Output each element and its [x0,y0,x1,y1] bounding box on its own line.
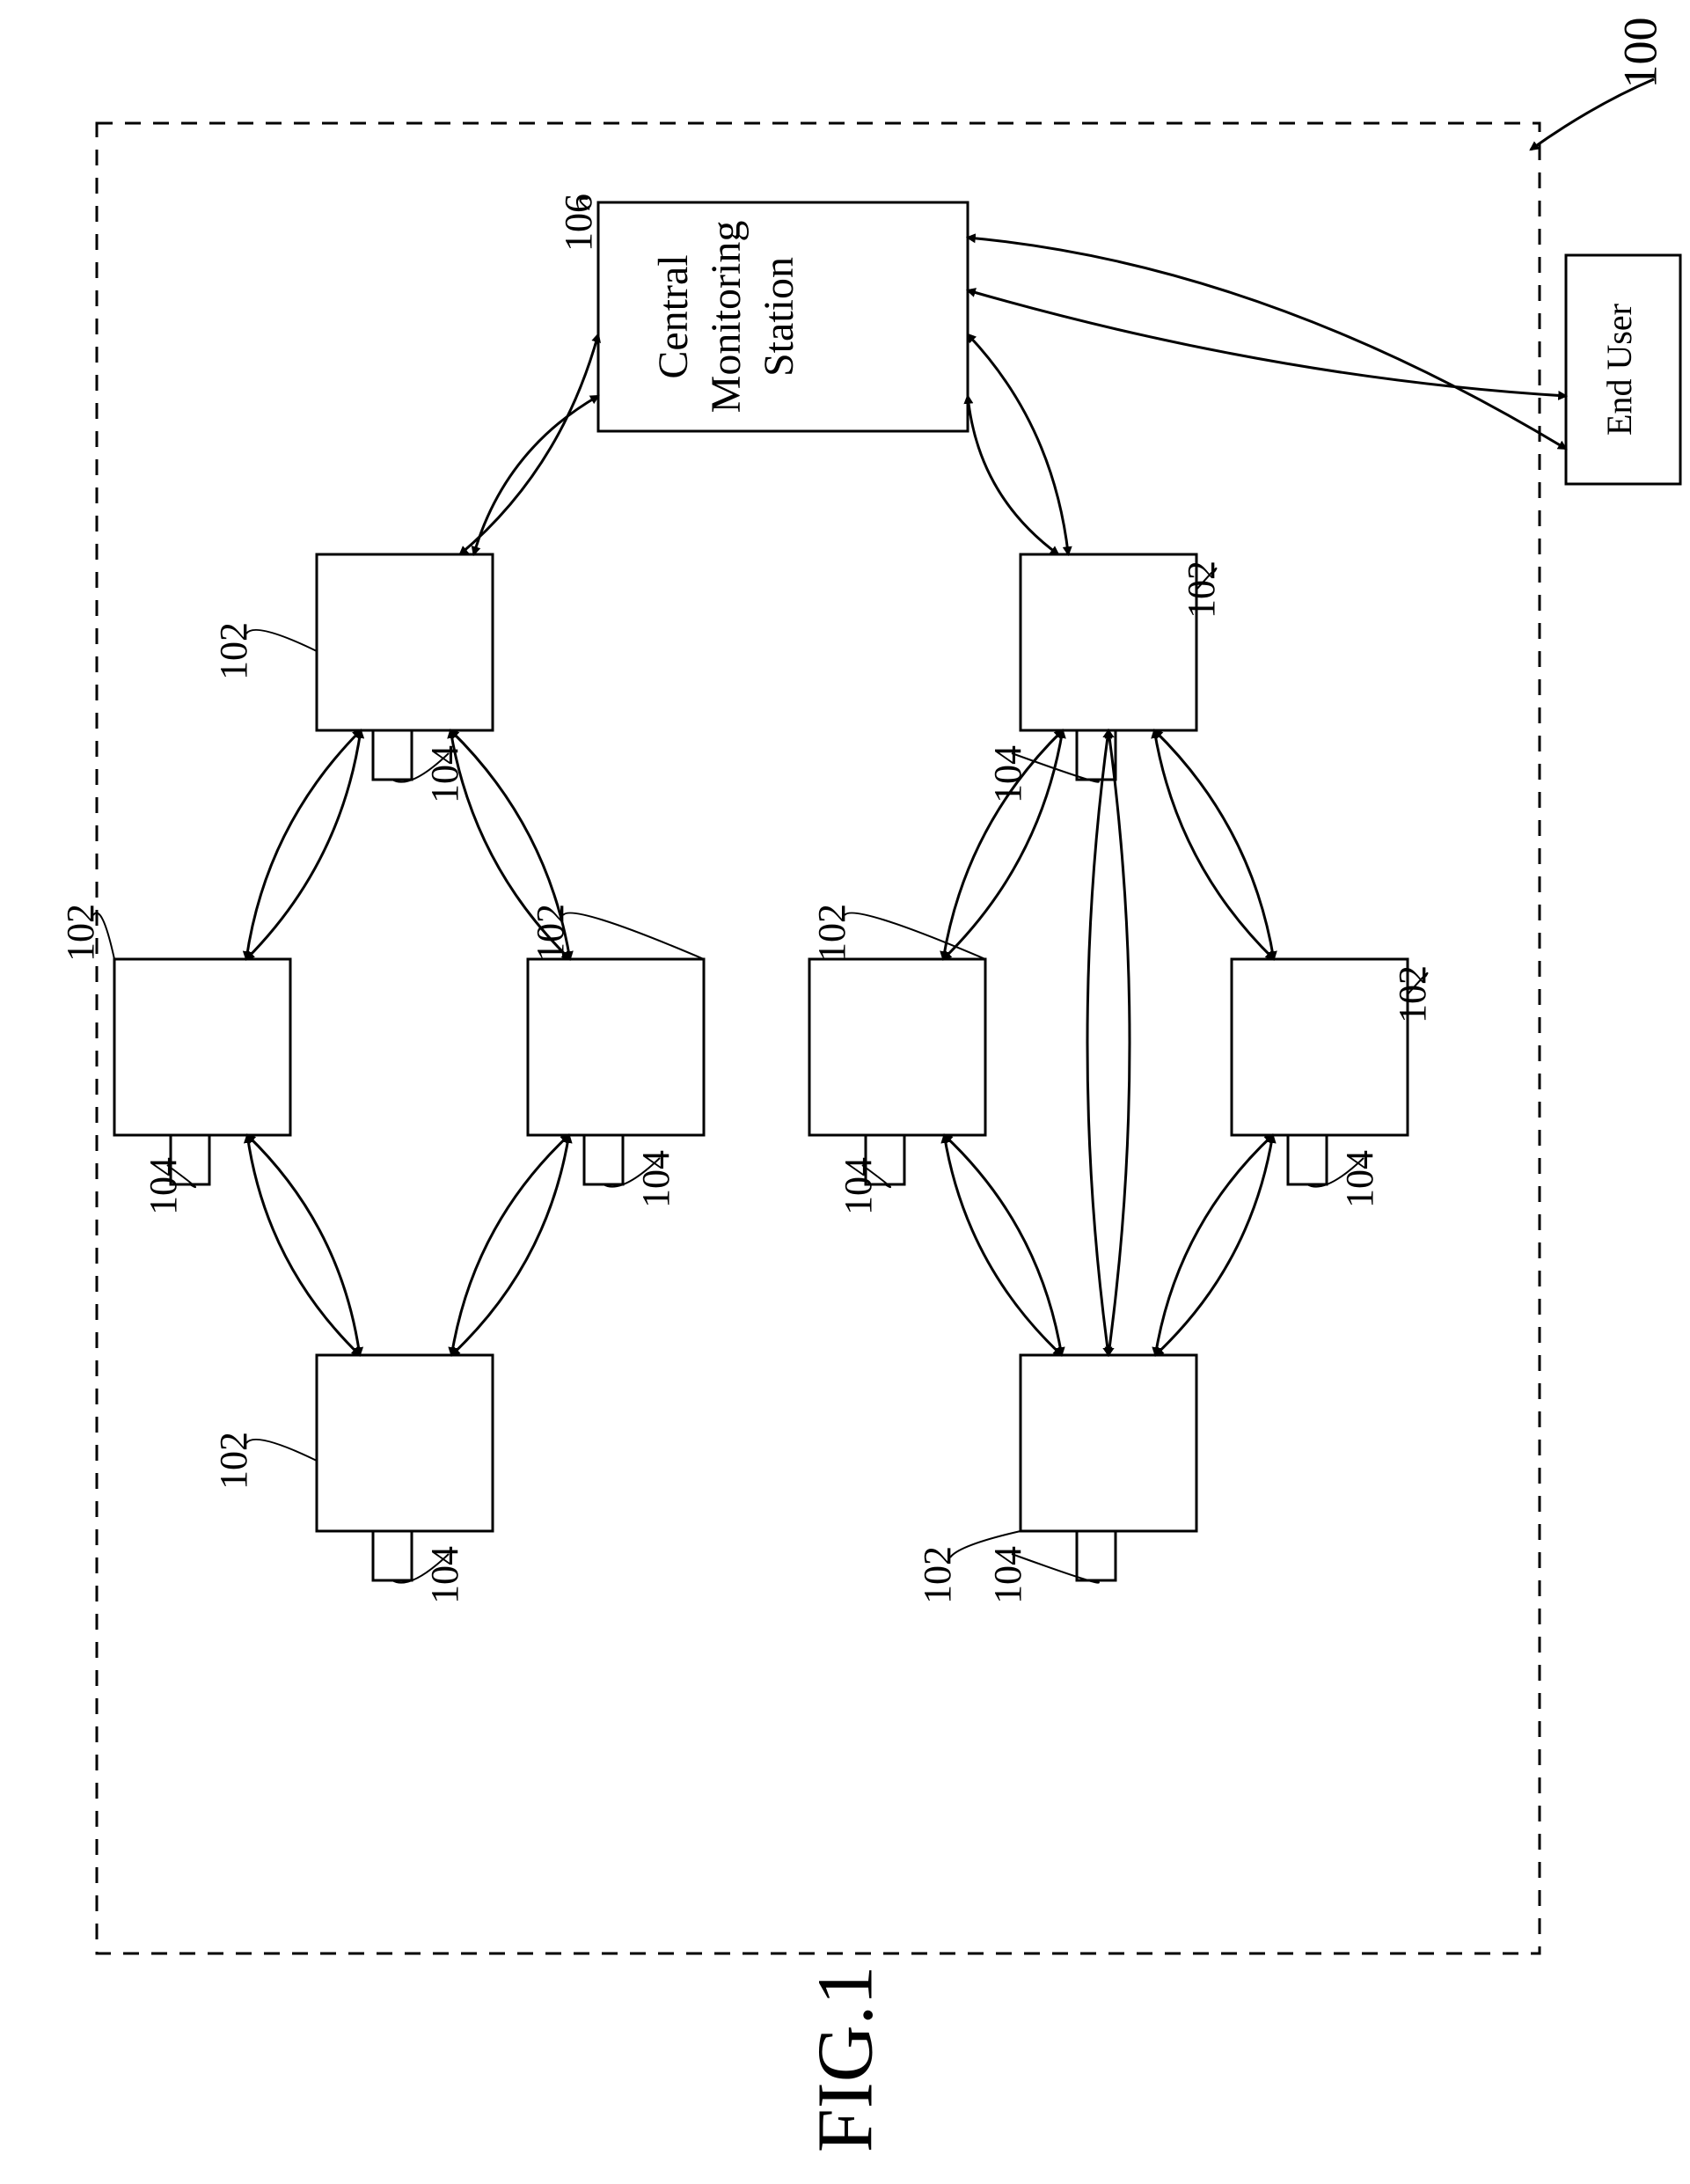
figure-stage: CentralMonitoringStation 106 End User 102 10… [0,0,1690,2184]
label-104-R_right: 104 [1338,1150,1381,1208]
leader-100 [1531,79,1654,150]
link-R_top-R_right-1 [1154,730,1274,959]
end-user-label: End User [1599,304,1639,436]
label-106: 106 [557,194,600,252]
svg-text:Monitoring: Monitoring [703,221,750,414]
device-L_bottom: 102104 [212,1355,493,1604]
label-100: 100 [1613,18,1666,89]
link-L_top-L_left-0 [246,730,361,959]
svg-text:Station: Station [756,257,802,377]
link-R_left-R_bottom-1 [944,1135,1061,1355]
link-central-R_top-0 [968,396,1058,554]
link-L_right-L_bottom-0 [451,1135,568,1355]
link-R_left-R_bottom-0 [944,1135,1061,1355]
svg-text:Central: Central [650,254,697,378]
link-central-R_top-1 [968,334,1068,554]
link-R_right-R_bottom-1 [1155,1135,1272,1355]
label-104-R_bottom: 104 [986,1546,1029,1604]
label-104-L_bottom: 104 [423,1546,466,1604]
label-102-R_left: 102 [810,904,853,962]
device-L_right: 102104 [528,904,704,1208]
device-R_bottom: 102104 [916,1355,1196,1604]
diagram-svg: CentralMonitoringStation 106 End User 102 10… [0,0,1690,2184]
device-R_right: 102104 [1232,959,1434,1208]
label-104-R_left: 104 [837,1157,880,1215]
link-R_top-R_right-0 [1154,730,1274,959]
link-L_left-L_bottom-0 [247,1135,360,1355]
link-R_top-R_bottom-0 [1087,730,1108,1355]
link-L_right-L_bottom-1 [451,1135,568,1355]
link-L_left-L_bottom-1 [247,1135,360,1355]
label-104-L_left: 104 [142,1157,185,1215]
label-104-L_right: 104 [634,1150,677,1208]
link-central-L_top-0 [474,396,598,554]
device-L_top: 102104 [212,554,493,803]
link-R_top-R_bottom-1 [1108,730,1130,1355]
link-R_right-R_bottom-0 [1155,1135,1272,1355]
link-central-L_top-1 [460,334,598,554]
link-L_top-L_left-1 [246,730,361,959]
link-central-enduser-0 [968,238,1566,449]
figure-caption: FIG.1 [802,1966,889,2153]
device-R_left: 102 104 [809,904,985,1215]
